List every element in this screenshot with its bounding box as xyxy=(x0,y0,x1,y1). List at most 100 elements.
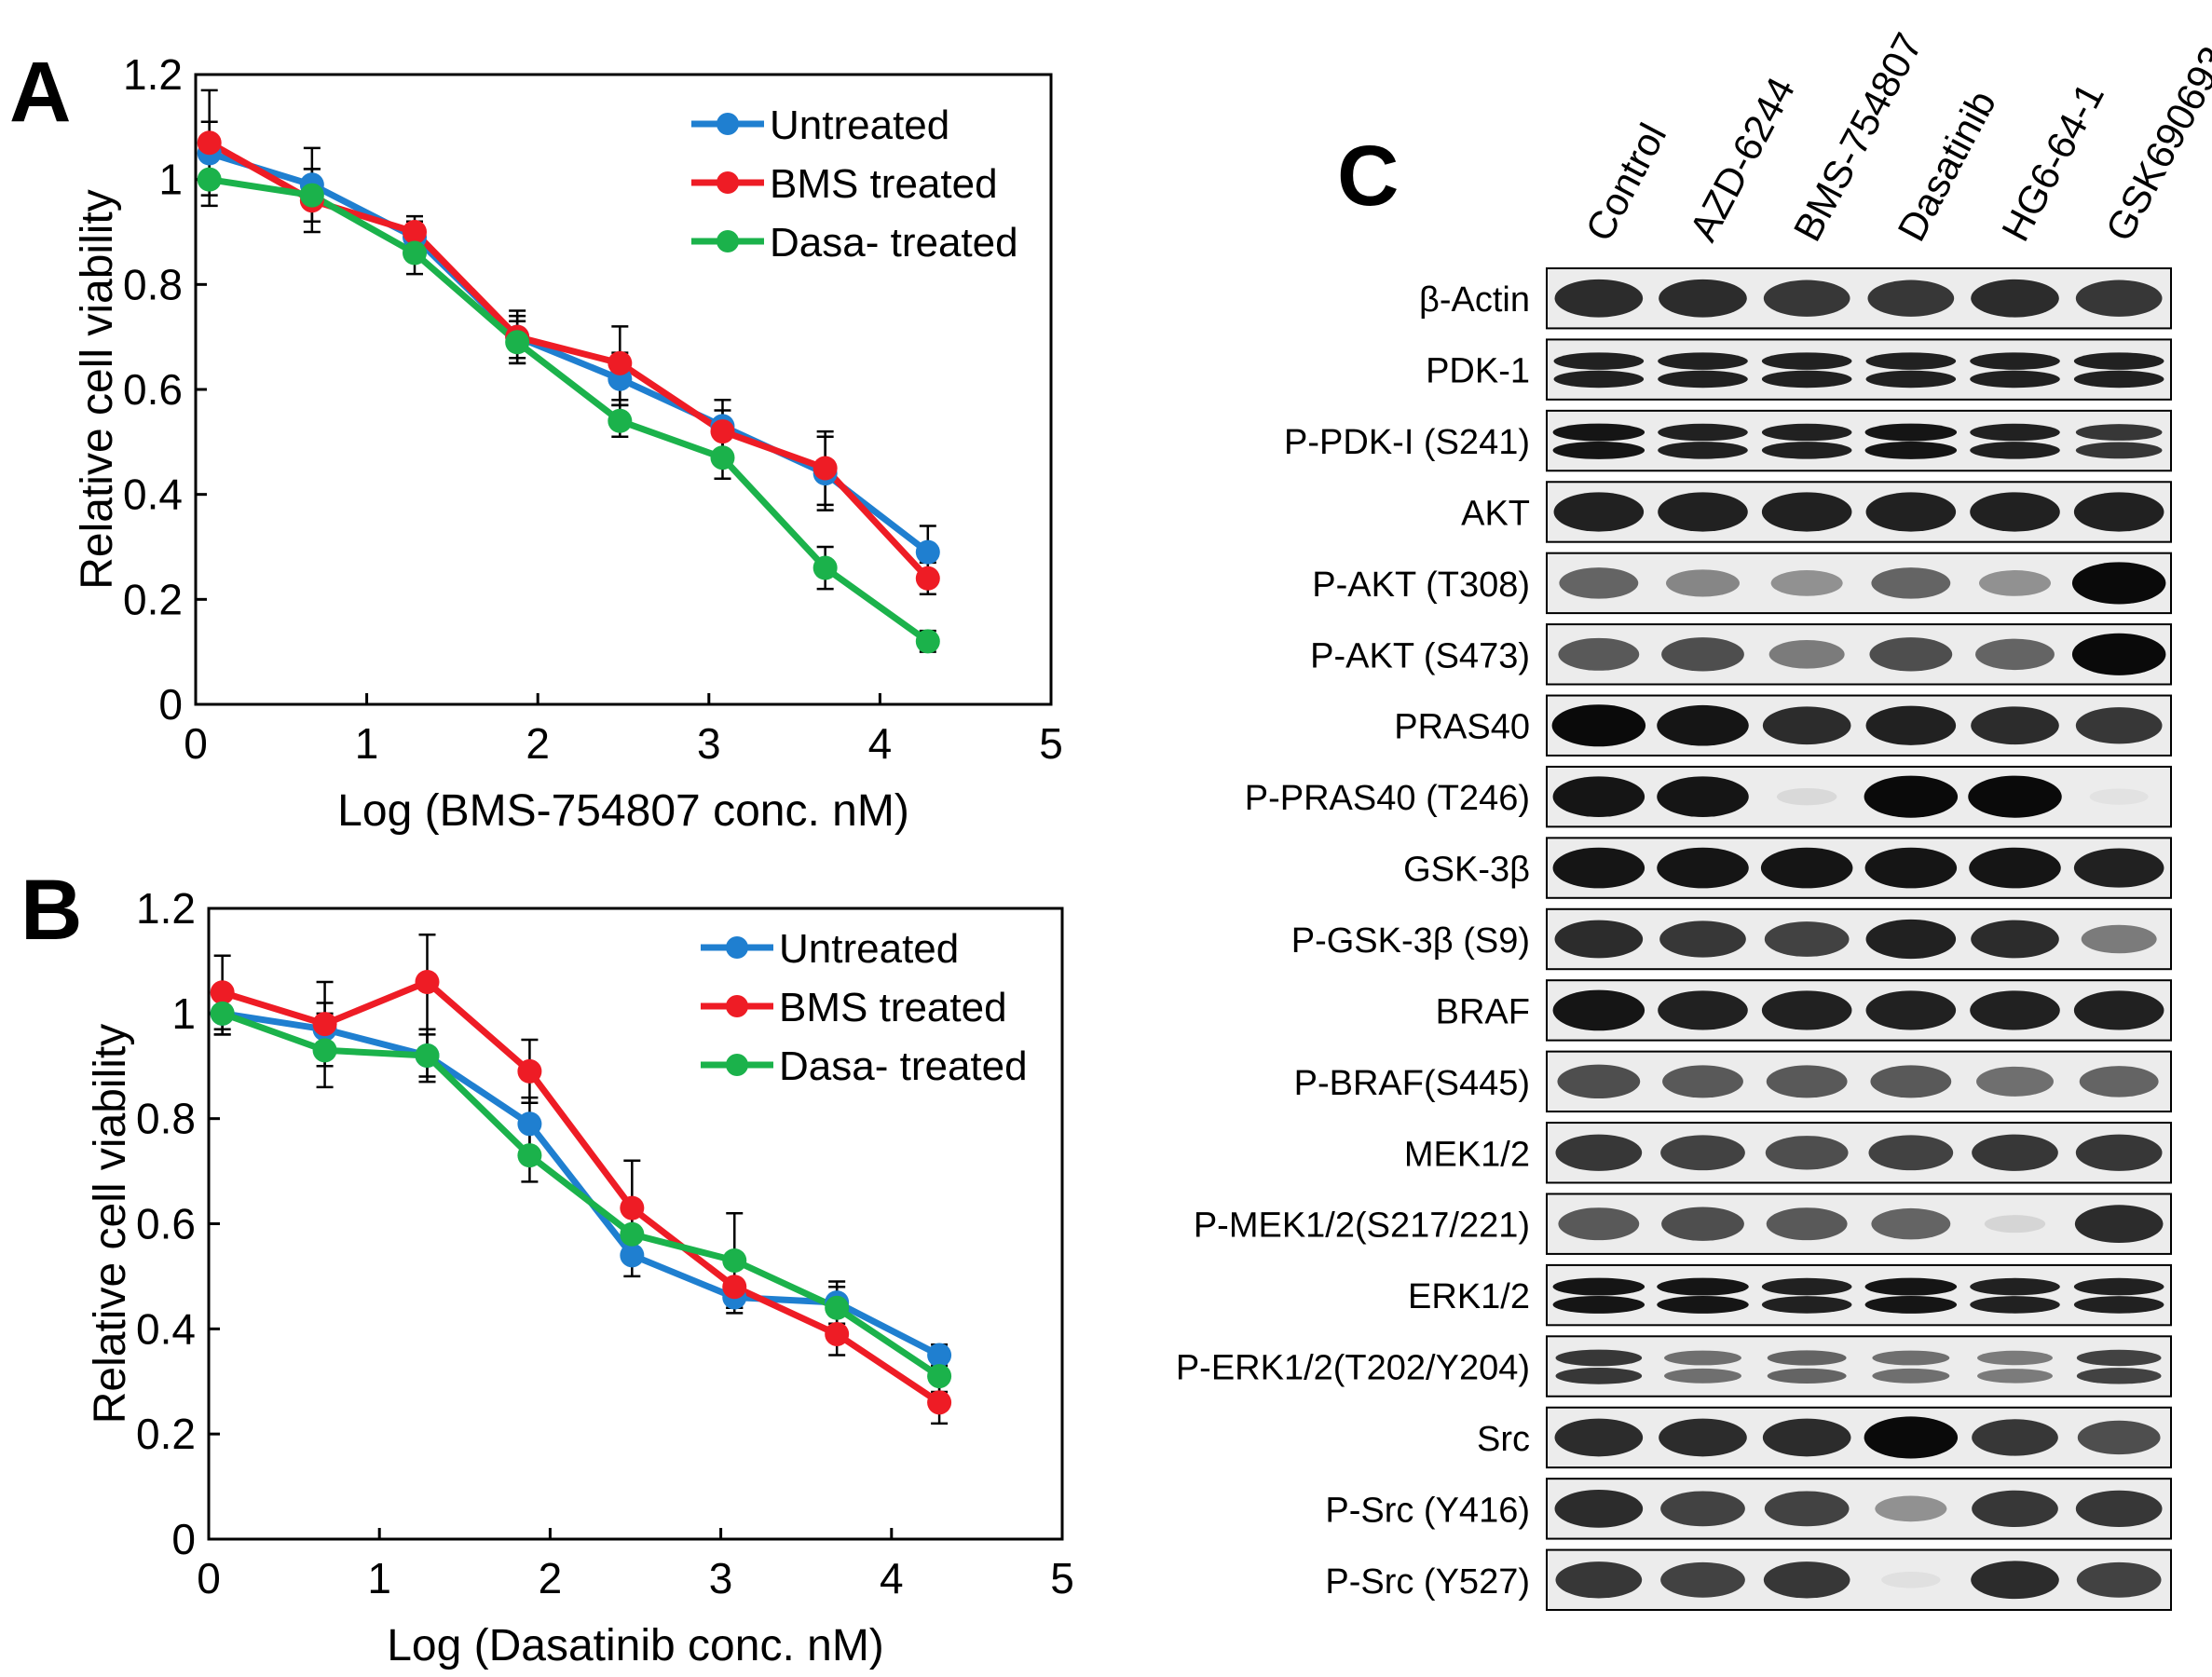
blot-label: Src xyxy=(1477,1420,1530,1459)
protein-band xyxy=(2081,924,2157,954)
protein-band xyxy=(1552,989,1645,1031)
protein-band xyxy=(1869,637,1953,672)
protein-band xyxy=(2071,562,2166,605)
blot-row: P-MEK1/2(S217/221) xyxy=(1194,1193,2172,1255)
protein-band xyxy=(1554,279,1644,318)
series-line-dasa-treated xyxy=(209,176,930,645)
y-tick-label: 0.8 xyxy=(136,1095,196,1143)
protein-band xyxy=(1762,1418,1851,1457)
legend-label: Untreated xyxy=(770,102,949,148)
blot-label: MEK1/2 xyxy=(1404,1135,1530,1174)
protein-band xyxy=(1865,990,1957,1030)
protein-band xyxy=(1553,492,1645,532)
blot-strip xyxy=(1546,1263,2172,1327)
blot-row: P-AKT (T308) xyxy=(1312,552,2172,615)
protein-band xyxy=(1761,352,1852,370)
protein-band xyxy=(1659,920,1746,958)
protein-band xyxy=(1554,1418,1644,1457)
data-point xyxy=(812,456,838,481)
protein-band xyxy=(1552,847,1645,889)
series-line-bms-treated xyxy=(221,978,942,1406)
lane-label: Dasatinib xyxy=(1889,84,2004,249)
legend-label: Untreated xyxy=(779,926,959,972)
protein-band xyxy=(1764,921,1850,957)
data-point xyxy=(608,350,633,375)
lane-label: AZD-6244 xyxy=(1681,70,1803,248)
protein-band xyxy=(1762,706,1851,745)
protein-band xyxy=(2073,352,2164,370)
blot-label: PRAS40 xyxy=(1394,708,1530,747)
protein-band xyxy=(1552,423,1645,442)
blot-label: β-Actin xyxy=(1419,280,1530,320)
data-point xyxy=(620,1195,645,1220)
data-point xyxy=(210,980,235,1005)
data-point xyxy=(197,167,222,192)
protein-band xyxy=(1657,704,1749,746)
protein-band xyxy=(1872,1350,1950,1366)
x-tick-label: 2 xyxy=(526,719,550,768)
y-tick-label: 1.2 xyxy=(136,884,196,933)
protein-band xyxy=(1761,1277,1852,1296)
y-tick-label: 0.4 xyxy=(136,1304,196,1353)
protein-band xyxy=(1864,1295,1958,1314)
protein-band xyxy=(2076,1561,2162,1598)
data-point xyxy=(620,1243,645,1268)
protein-band xyxy=(1970,1296,2060,1314)
blot-row: ERK1/2 xyxy=(1408,1263,2172,1327)
protein-band xyxy=(1658,492,1748,532)
protein-band xyxy=(1865,370,1957,389)
protein-band xyxy=(1761,1296,1852,1314)
protein-band xyxy=(2073,1277,2164,1296)
data-point xyxy=(825,1295,850,1320)
protein-band xyxy=(1761,492,1852,532)
protein-band xyxy=(2073,990,2164,1030)
series-line-dasa-treated xyxy=(221,1010,942,1380)
blot-strip xyxy=(1546,409,2172,472)
protein-band xyxy=(1970,990,2060,1030)
protein-band xyxy=(1872,1368,1950,1384)
blot-row: P-Src (Y416) xyxy=(1325,1478,2172,1540)
blot-row: P-Src (Y527) xyxy=(1325,1548,2172,1612)
protein-band xyxy=(1970,442,2060,459)
protein-band xyxy=(1761,990,1852,1030)
protein-band xyxy=(1864,423,1958,442)
protein-band xyxy=(1658,990,1748,1030)
blot-strip xyxy=(1546,1193,2172,1255)
protein-band xyxy=(2075,442,2163,459)
x-tick-label: 1 xyxy=(367,1554,391,1602)
y-tick-label: 0.2 xyxy=(136,1410,196,1458)
data-point xyxy=(927,1364,952,1389)
protein-band xyxy=(1968,775,2062,818)
protein-band xyxy=(2073,492,2164,532)
x-axis-title: Log (Dasatinib conc. nM) xyxy=(387,1621,884,1670)
panel-letter-c: C xyxy=(1337,129,1399,224)
y-tick-label: 1 xyxy=(171,989,196,1038)
protein-band xyxy=(1770,570,1843,596)
protein-band xyxy=(2089,788,2149,805)
y-tick-label: 0.2 xyxy=(123,575,183,623)
data-point xyxy=(915,566,940,591)
y-axis-title: Relative cell viability xyxy=(73,189,122,590)
protein-band xyxy=(1555,1367,1643,1384)
blot-strip xyxy=(1546,837,2172,899)
x-tick-label: 3 xyxy=(709,1554,733,1602)
protein-band xyxy=(1870,1065,1952,1098)
line-chart-a: A 0 0.2 0.4 0.6 0.8 1 1.2 0 1 2 3 4 5 Log (BMS-754807 … xyxy=(9,45,1063,836)
protein-band xyxy=(1776,787,1837,806)
data-point xyxy=(608,408,633,433)
blot-row: PRAS40 xyxy=(1394,694,2172,757)
protein-band xyxy=(2075,1490,2163,1528)
protein-band xyxy=(1659,1418,1747,1457)
blot-label: P-ERK1/2(T202/Y204) xyxy=(1176,1349,1530,1388)
blot-row: P-AKT (S473) xyxy=(1310,623,2172,686)
blot-label: P-BRAF(S445) xyxy=(1294,1064,1530,1103)
blot-label: AKT xyxy=(1461,494,1530,533)
y-tick-label: 0.6 xyxy=(136,1200,196,1248)
legend-label: BMS treated xyxy=(779,985,1007,1030)
protein-band xyxy=(1555,1134,1643,1171)
data-point xyxy=(403,220,428,244)
legend-label: Dasa- treated xyxy=(770,220,1018,266)
data-point xyxy=(710,445,735,470)
protein-band xyxy=(1557,1064,1641,1099)
